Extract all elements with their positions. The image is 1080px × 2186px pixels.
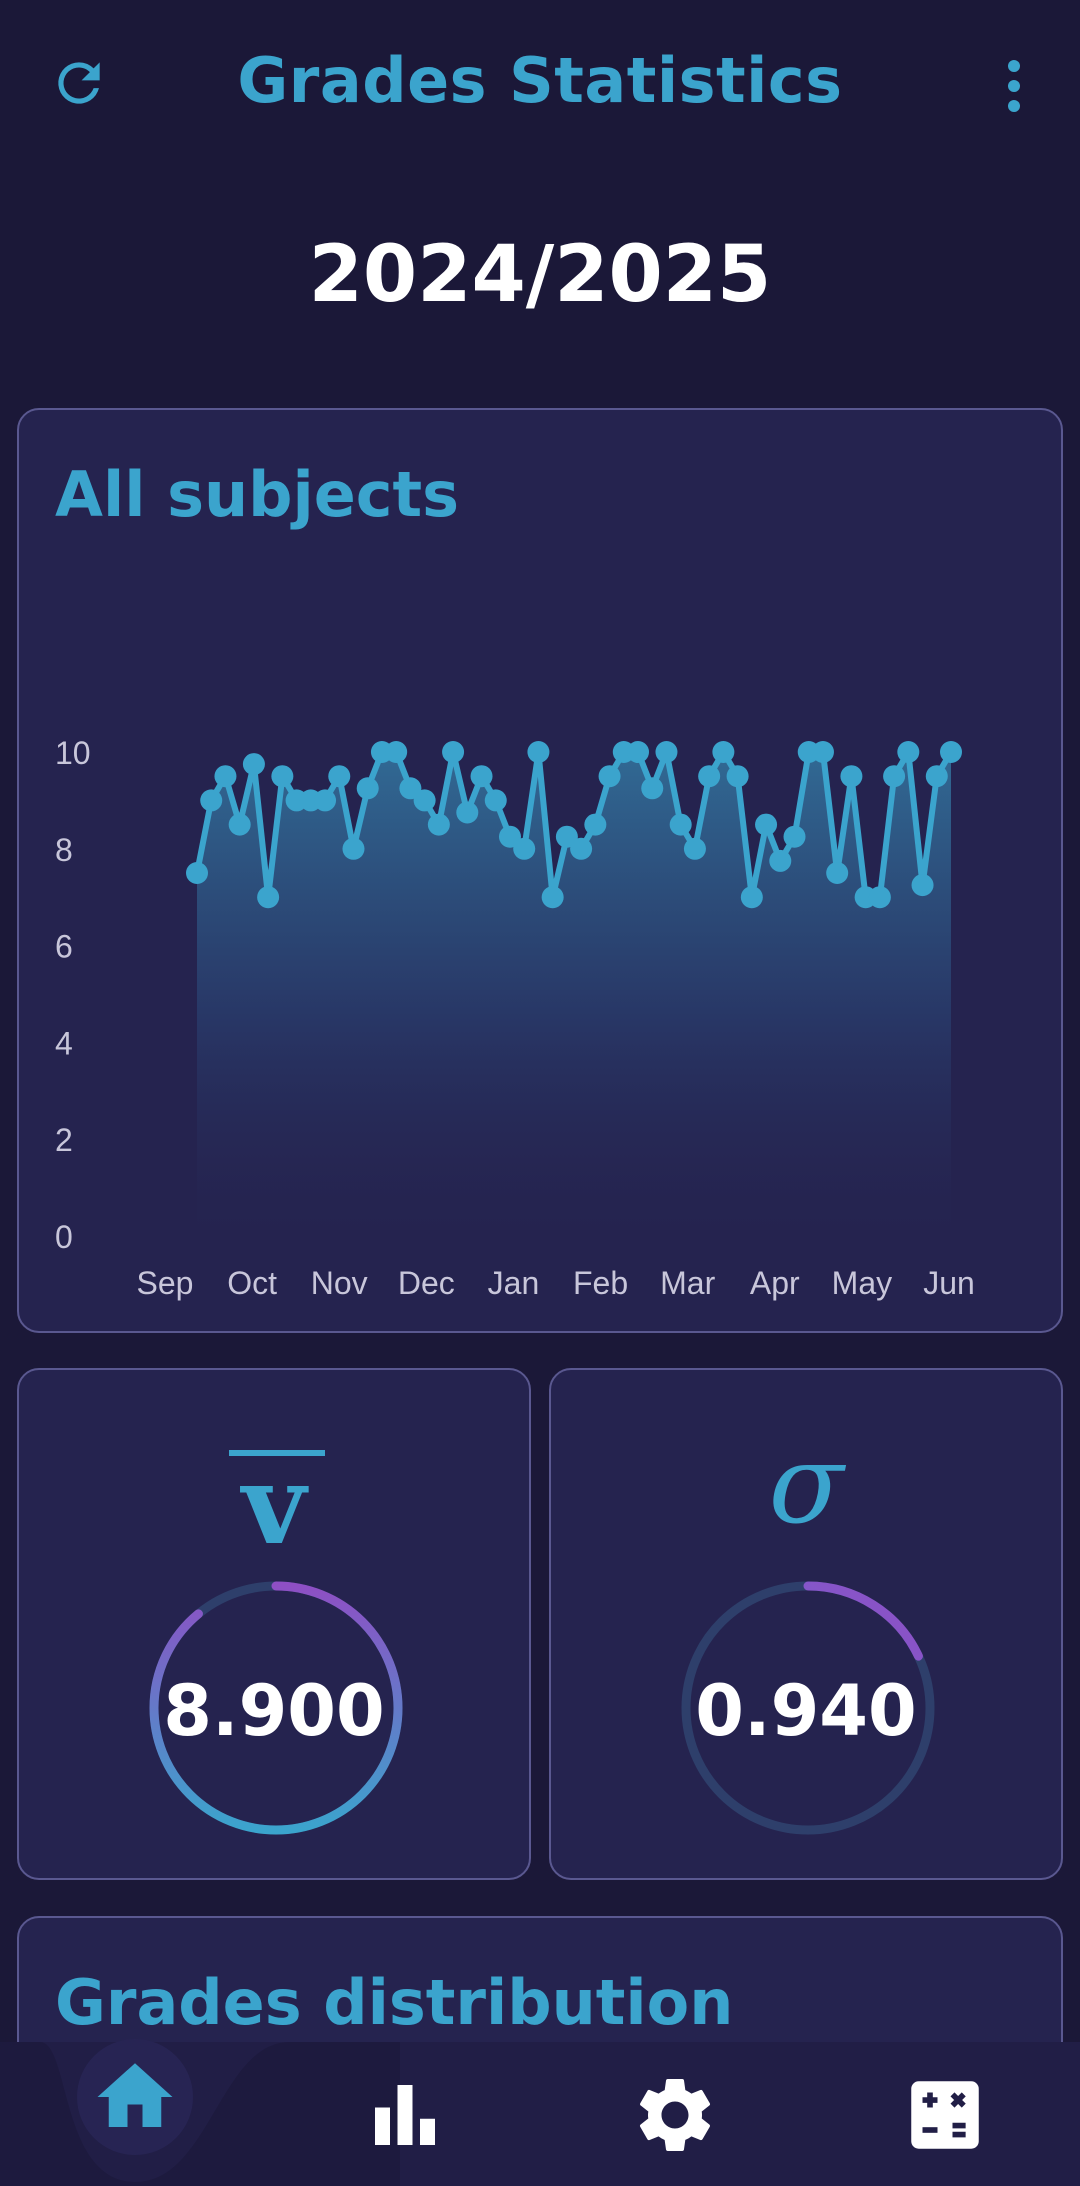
mean-symbol: v	[19, 1440, 529, 1570]
data-point[interactable]	[811, 741, 834, 763]
data-point[interactable]	[669, 813, 692, 836]
more-vert-icon[interactable]	[990, 56, 1038, 116]
data-point[interactable]	[342, 837, 365, 860]
data-point[interactable]	[570, 837, 593, 860]
bar-chart-icon[interactable]	[360, 2070, 450, 2160]
data-point[interactable]	[186, 862, 208, 884]
x-tick-label: Apr	[750, 1265, 800, 1301]
data-point[interactable]	[541, 886, 564, 909]
data-point[interactable]	[271, 765, 294, 788]
data-point[interactable]	[627, 741, 650, 763]
calculator-icon[interactable]	[900, 2070, 990, 2160]
data-point[interactable]	[314, 789, 337, 812]
data-point[interactable]	[826, 862, 849, 884]
data-point[interactable]	[883, 765, 906, 788]
x-tick-label: Feb	[573, 1265, 628, 1301]
data-point[interactable]	[755, 813, 778, 836]
data-point[interactable]	[769, 849, 792, 872]
series-area	[197, 752, 951, 1236]
data-point[interactable]	[655, 741, 678, 763]
data-point[interactable]	[683, 837, 706, 860]
all-subjects-chart-card: All subjects 0 2 4 6 8 10 Sep Oct Nov Dec Jan Feb Ma…	[17, 408, 1063, 1333]
data-point[interactable]	[242, 753, 265, 776]
gauge-fill	[681, 1581, 935, 1835]
data-point[interactable]	[840, 765, 863, 788]
data-point[interactable]	[484, 789, 507, 812]
data-point[interactable]	[925, 765, 948, 788]
data-point[interactable]	[527, 741, 550, 763]
y-tick-label: 10	[55, 735, 91, 771]
data-point[interactable]	[442, 741, 465, 763]
data-point[interactable]	[513, 837, 536, 860]
mean-gauge	[149, 1581, 403, 1835]
std-dev-gauge	[681, 1581, 935, 1835]
data-point[interactable]	[940, 741, 962, 763]
data-point[interactable]	[911, 874, 934, 897]
x-tick-label: Mar	[660, 1265, 715, 1301]
data-point[interactable]	[641, 777, 664, 800]
y-tick-label: 2	[55, 1122, 73, 1158]
grades-line-chart: 0 2 4 6 8 10 Sep Oct Nov Dec Jan Feb Mar Apr May Jun	[55, 735, 975, 1301]
mean-value: 8.900	[163, 1670, 385, 1752]
data-point[interactable]	[470, 765, 493, 788]
y-tick-label: 6	[55, 929, 73, 965]
data-point[interactable]	[356, 777, 379, 800]
school-year-label[interactable]: 2024/2025	[308, 230, 772, 320]
sigma-glyph: σ	[768, 1420, 844, 1548]
y-tick-label: 8	[55, 832, 73, 868]
y-tick-label: 0	[55, 1219, 73, 1255]
data-point[interactable]	[726, 765, 749, 788]
data-point[interactable]	[257, 886, 280, 909]
y-tick-label: 4	[55, 1025, 73, 1061]
home-icon[interactable]	[90, 2052, 180, 2142]
mean-card: v 8.900	[17, 1368, 531, 1880]
chart-title: All subjects	[55, 458, 460, 531]
nav-active-bump	[0, 2039, 400, 2186]
data-point[interactable]	[897, 741, 920, 763]
mean-symbol-glyph: v	[242, 1440, 306, 1569]
app-bar: Grades Statistics	[0, 0, 1080, 170]
page-title: Grades Statistics	[237, 44, 843, 117]
bottom-navigation	[0, 2039, 1080, 2186]
std-dev-card: σ 0.940	[549, 1368, 1063, 1880]
std-dev-value: 0.940	[695, 1670, 917, 1752]
x-tick-label: Jan	[488, 1265, 540, 1301]
gear-icon[interactable]	[630, 2070, 720, 2160]
data-point[interactable]	[868, 886, 891, 909]
x-tick-label: Sep	[137, 1265, 194, 1301]
data-point[interactable]	[228, 813, 251, 836]
sigma-symbol: σ	[551, 1420, 1061, 1570]
data-point[interactable]	[427, 813, 450, 836]
data-point[interactable]	[783, 825, 806, 848]
data-point[interactable]	[740, 886, 763, 909]
x-tick-label: Jun	[923, 1265, 975, 1301]
data-point[interactable]	[385, 741, 408, 763]
data-point[interactable]	[456, 801, 479, 824]
data-point[interactable]	[328, 765, 351, 788]
x-tick-label: Nov	[311, 1265, 368, 1301]
data-point[interactable]	[698, 765, 721, 788]
distribution-title: Grades distribution	[55, 1966, 734, 2039]
x-tick-label: Oct	[227, 1265, 277, 1301]
data-point[interactable]	[214, 765, 237, 788]
data-point[interactable]	[413, 789, 436, 812]
data-point[interactable]	[200, 789, 223, 812]
overline	[229, 1450, 325, 1456]
x-tick-label: May	[832, 1265, 892, 1301]
x-tick-label: Dec	[398, 1265, 455, 1301]
data-point[interactable]	[584, 813, 607, 836]
gauge-fill	[149, 1581, 403, 1835]
data-point[interactable]	[712, 741, 735, 763]
data-point[interactable]	[598, 765, 621, 788]
